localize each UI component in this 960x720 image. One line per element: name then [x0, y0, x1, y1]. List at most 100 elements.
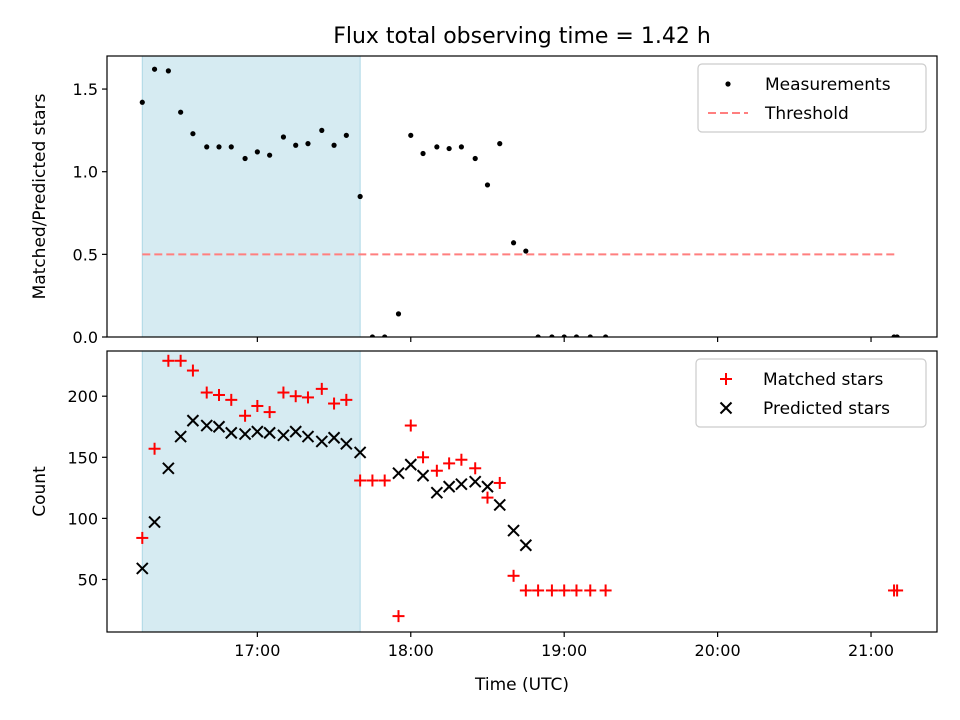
data-point [417, 451, 430, 464]
data-point-b [263, 426, 276, 440]
legend-item: Measurements [725, 75, 891, 95]
data-point [395, 311, 402, 317]
data-point [455, 453, 468, 466]
data-point-b [289, 425, 302, 438]
data-point-b [481, 480, 494, 493]
data-point-b [442, 480, 456, 493]
legend: Matched stars Predicted stars [695, 358, 927, 428]
data-point [599, 584, 612, 597]
data-point [162, 462, 175, 475]
legend-label: Predicted stars [763, 399, 890, 419]
data-point [434, 144, 440, 150]
data-point [251, 399, 264, 412]
data-point-b [519, 539, 533, 552]
y-tick-label: 0.5 [73, 245, 98, 264]
legend-swatch [725, 81, 731, 87]
y-tick-label: 50 [78, 570, 98, 589]
data-point [584, 584, 597, 597]
data-point [148, 442, 161, 455]
data-point-b [148, 515, 161, 529]
data-point [174, 430, 187, 443]
y-tick-label: 1.0 [73, 163, 98, 182]
data-point [200, 386, 213, 399]
data-point [254, 149, 260, 155]
data-point [251, 425, 264, 438]
data-point [420, 150, 426, 157]
data-point-b [493, 498, 506, 512]
data-point [305, 141, 311, 147]
series-predicted-stars [136, 414, 533, 575]
legend-item: Threshold [708, 104, 849, 124]
data-point [519, 539, 533, 552]
data-point [151, 66, 158, 72]
data-point-b [200, 419, 213, 432]
legend-item: Matched stars [720, 370, 883, 390]
data-point [416, 469, 430, 482]
data-point-b [507, 524, 520, 537]
data-point [519, 584, 532, 597]
data-point [212, 388, 225, 401]
data-point-b [251, 425, 264, 438]
data-point-b [315, 435, 328, 448]
x-axis-label: Time (UTC) [474, 675, 569, 695]
data-point-b [392, 466, 405, 480]
data-point-b [174, 430, 187, 443]
y-tick-label: 0.0 [73, 328, 98, 347]
data-point-b [301, 430, 315, 443]
data-point [532, 584, 545, 597]
data-point-b [277, 429, 290, 442]
data-point [455, 477, 468, 491]
data-point [301, 430, 315, 443]
data-point-b [468, 475, 482, 488]
data-point [353, 446, 367, 459]
data-point-b [186, 414, 200, 427]
data-point [340, 437, 353, 451]
legend: Measurements Threshold [697, 63, 927, 133]
panels: 0.0 0.5 1.0 1.5 Matched/Predicted stars Measu… [30, 55, 938, 695]
x-tick-label: 21:00 [848, 641, 894, 660]
data-point [507, 569, 520, 582]
data-point [293, 142, 299, 148]
legend-label: Matched stars [763, 370, 883, 390]
data-point [369, 334, 376, 337]
data-point [408, 132, 414, 138]
data-point [204, 144, 210, 150]
data-point [340, 393, 353, 406]
y-tick-label: 100 [67, 509, 98, 528]
legend-item: Predicted stars [719, 399, 890, 419]
data-point [573, 334, 580, 337]
data-point [481, 491, 494, 504]
data-point [443, 457, 456, 470]
data-point [165, 68, 171, 74]
data-point-b [327, 431, 341, 444]
data-point [343, 132, 349, 138]
axes-frame [106, 350, 938, 633]
panel-2: 50 100 150 200 17:00 18:00 19:00 20:00 21:00 Coun… [30, 350, 938, 695]
data-point [315, 435, 328, 448]
data-point [382, 334, 388, 337]
data-point-b [430, 486, 444, 499]
legend-box [697, 63, 927, 133]
markers [136, 354, 904, 623]
data-point [200, 419, 213, 432]
legend-label: Measurements [765, 75, 891, 95]
data-point [404, 419, 417, 432]
data-point [242, 155, 248, 162]
data-point-b [353, 446, 367, 459]
data-point-b [416, 469, 430, 482]
panel-1: 0.0 0.5 1.0 1.5 Matched/Predicted stars Measu… [30, 55, 938, 347]
series-matched-stars [136, 354, 904, 623]
y-tick-label: 1.5 [73, 80, 98, 99]
y-axis-label: Count [30, 466, 50, 517]
data-point-b [340, 437, 353, 451]
data-point [162, 354, 175, 367]
data-point [186, 414, 200, 427]
data-point [354, 474, 367, 487]
data-point-b [404, 458, 417, 471]
y-tick-label: 200 [67, 387, 98, 406]
legend-swatch-b [719, 401, 733, 415]
x-tick-label: 20:00 [695, 641, 741, 660]
data-point [458, 144, 464, 150]
data-point [378, 474, 391, 487]
